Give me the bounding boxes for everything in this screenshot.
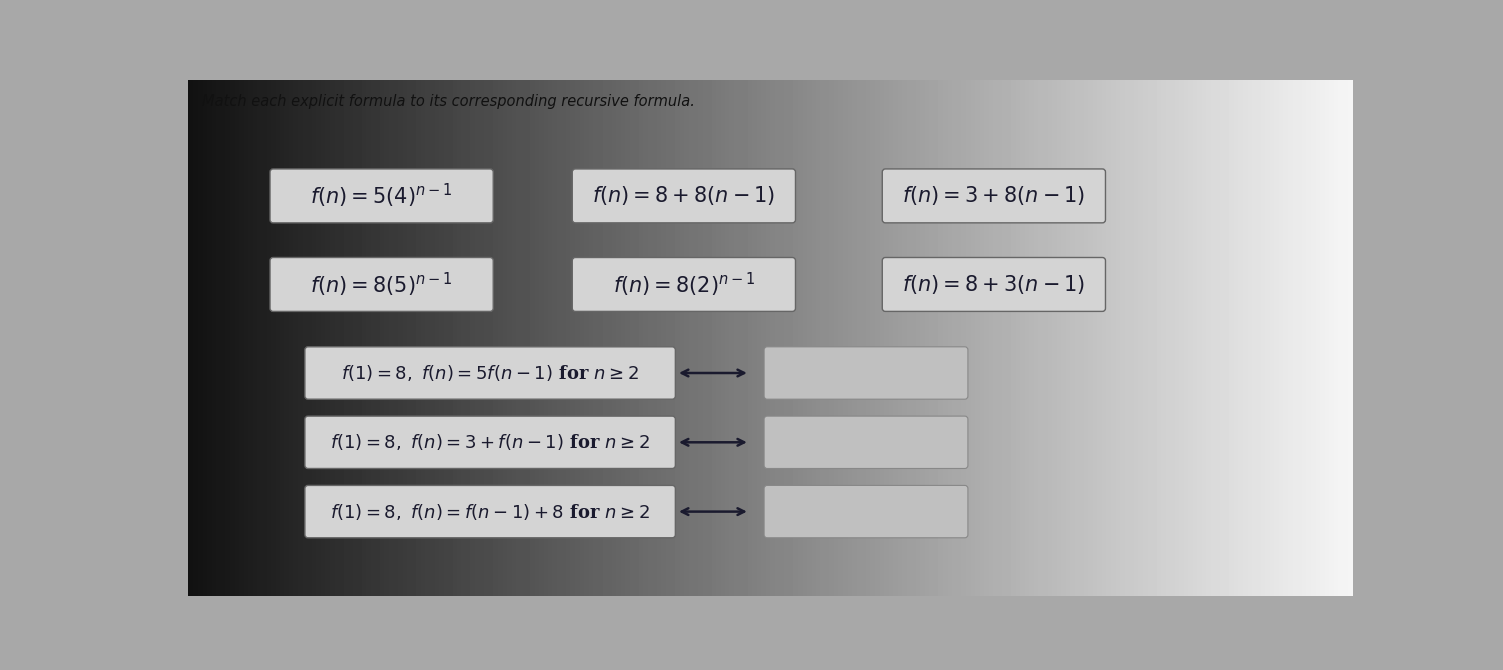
Text: $f(1) = 8,\ f(n) = 5f(n-1)$ for $n \geq 2$: $f(1) = 8,\ f(n) = 5f(n-1)$ for $n \geq … — [341, 363, 639, 383]
Text: $f(1) = 8,\ f(n) = 3 + f(n-1)$ for $n \geq 2$: $f(1) = 8,\ f(n) = 3 + f(n-1)$ for $n \g… — [331, 432, 651, 452]
FancyBboxPatch shape — [882, 169, 1106, 223]
FancyBboxPatch shape — [305, 486, 675, 538]
FancyBboxPatch shape — [764, 347, 968, 399]
FancyBboxPatch shape — [882, 257, 1106, 312]
FancyBboxPatch shape — [764, 486, 968, 538]
Text: $f(n) = 8 + 3(n - 1)$: $f(n) = 8 + 3(n - 1)$ — [902, 273, 1085, 296]
Text: Match each explicit formula to its corresponding recursive formula.: Match each explicit formula to its corre… — [201, 94, 694, 109]
FancyBboxPatch shape — [305, 347, 675, 399]
FancyBboxPatch shape — [573, 257, 795, 312]
Text: $f(n) = 5(4)^{n-1}$: $f(n) = 5(4)^{n-1}$ — [310, 182, 452, 210]
FancyBboxPatch shape — [764, 416, 968, 468]
FancyBboxPatch shape — [573, 169, 795, 223]
Text: $f(n) = 8 + 8(n - 1)$: $f(n) = 8 + 8(n - 1)$ — [592, 184, 776, 208]
Text: $f(n) = 8(2)^{n-1}$: $f(n) = 8(2)^{n-1}$ — [613, 271, 755, 299]
Text: $f(1) = 8,\ f(n) = f(n-1) + 8$ for $n \geq 2$: $f(1) = 8,\ f(n) = f(n-1) + 8$ for $n \g… — [331, 502, 651, 522]
Text: $f(n) = 3 + 8(n - 1)$: $f(n) = 3 + 8(n - 1)$ — [902, 184, 1085, 208]
FancyBboxPatch shape — [271, 257, 493, 312]
FancyBboxPatch shape — [271, 169, 493, 223]
Text: $f(n) = 8(5)^{n-1}$: $f(n) = 8(5)^{n-1}$ — [310, 271, 452, 299]
FancyBboxPatch shape — [305, 416, 675, 468]
